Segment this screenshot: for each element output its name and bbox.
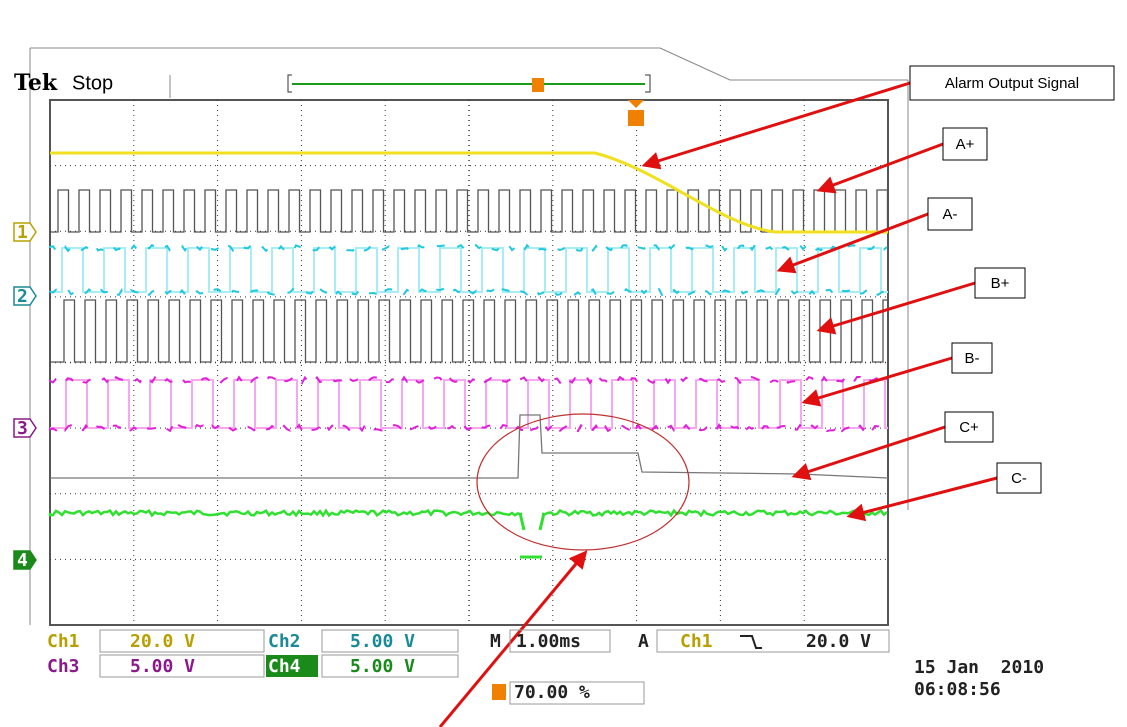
timebase: 1.00ms <box>516 631 581 652</box>
channel-marker: 3 <box>17 418 28 439</box>
channel-marker-tag <box>13 222 37 242</box>
trigger-pos-icon <box>492 684 506 700</box>
trigger-position: 70.00 % <box>514 682 590 703</box>
trigger-label: A <box>638 631 649 652</box>
highlight-circle <box>476 413 690 551</box>
b-minus-band <box>50 379 888 429</box>
c-minus-dip <box>518 512 546 559</box>
annotation-box <box>927 197 973 231</box>
c-minus-gap <box>522 505 542 521</box>
trigger-pointer <box>628 100 644 108</box>
readout-box <box>509 629 611 653</box>
annotation-box <box>974 267 1026 299</box>
readout-box <box>99 629 265 653</box>
readout: Ch1 20.0 V Ch2 5.00 V Ch3 5.00 V Ch4 5.0… <box>47 629 1044 705</box>
channel-marker-tag <box>13 418 37 438</box>
annotation-arrow <box>438 550 588 727</box>
trigger-level: 20.0 V <box>806 631 871 652</box>
trigger-marker <box>532 78 544 92</box>
channel-marker: 1 <box>17 222 28 243</box>
channel-markers: 1 2 3 4 <box>13 222 37 571</box>
readout-box <box>656 629 890 653</box>
ch4-badge <box>266 655 318 677</box>
annotation-label: A+ <box>956 136 975 153</box>
ch1-scale: 20.0 V <box>130 631 195 652</box>
trigger-icon <box>628 110 644 126</box>
annotation-box <box>909 65 1115 101</box>
frame <box>659 47 908 81</box>
trigger-slope <box>740 635 762 649</box>
record-bracket <box>287 74 651 93</box>
annotation-box <box>951 342 993 374</box>
brand: Tek <box>14 70 58 96</box>
annotation-label: B- <box>965 350 980 367</box>
ch2-label: Ch2 <box>268 631 301 652</box>
ch2-scale: 5.00 V <box>350 631 415 652</box>
channel-marker: 2 <box>17 286 28 307</box>
readout-box <box>321 654 459 678</box>
annotation-label: B+ <box>991 275 1010 292</box>
annotation-box <box>942 127 988 161</box>
graticule <box>50 100 888 625</box>
annotation-arrow <box>846 476 998 522</box>
waveforms <box>48 151 889 559</box>
c-minus-trace <box>48 508 888 518</box>
alarm-trace <box>50 151 888 234</box>
date: 15 Jan 2010 <box>914 657 1044 678</box>
readout-box <box>321 629 459 653</box>
readout-box <box>509 681 645 705</box>
ch3-scale: 5.00 V <box>130 656 195 677</box>
annotations: Alarm Output Signal A+ A- B+ B- C+ C- <box>438 65 1115 727</box>
b-minus-trace <box>49 422 888 433</box>
b-plus-trace <box>50 299 888 363</box>
time: 06:08:56 <box>914 679 1001 700</box>
status: Stop <box>72 72 113 94</box>
b-minus-trace <box>49 375 888 385</box>
annotation-label: C- <box>1011 470 1027 487</box>
a-minus-trace <box>49 287 887 297</box>
annotation-arrow <box>641 81 911 170</box>
annotation-label: A- <box>943 206 958 223</box>
annotation-arrow <box>816 142 944 194</box>
annotation-arrow <box>791 425 946 481</box>
ch1-label: Ch1 <box>47 631 80 652</box>
annotation-arrow <box>801 356 953 407</box>
trigger-source: Ch1 <box>680 631 713 652</box>
channel-marker-tag <box>13 550 37 570</box>
channel-marker-tag <box>13 286 37 306</box>
timebase-label: M <box>490 631 501 652</box>
annotation-box <box>944 411 994 443</box>
annotation-box <box>996 462 1042 494</box>
a-plus-trace <box>50 189 889 233</box>
ch3-label: Ch3 <box>47 656 80 677</box>
annotation-label: Alarm Output Signal <box>945 75 1079 92</box>
c-plus-trace <box>50 414 889 479</box>
ch4-scale: 5.00 V <box>350 656 415 677</box>
channel-marker: 4 <box>17 550 28 571</box>
annotation-arrow <box>816 281 976 335</box>
readout-box <box>99 654 265 678</box>
annotation-label: C+ <box>959 419 979 436</box>
ch4-label: Ch4 <box>268 656 301 677</box>
annotation-arrow <box>776 212 929 274</box>
